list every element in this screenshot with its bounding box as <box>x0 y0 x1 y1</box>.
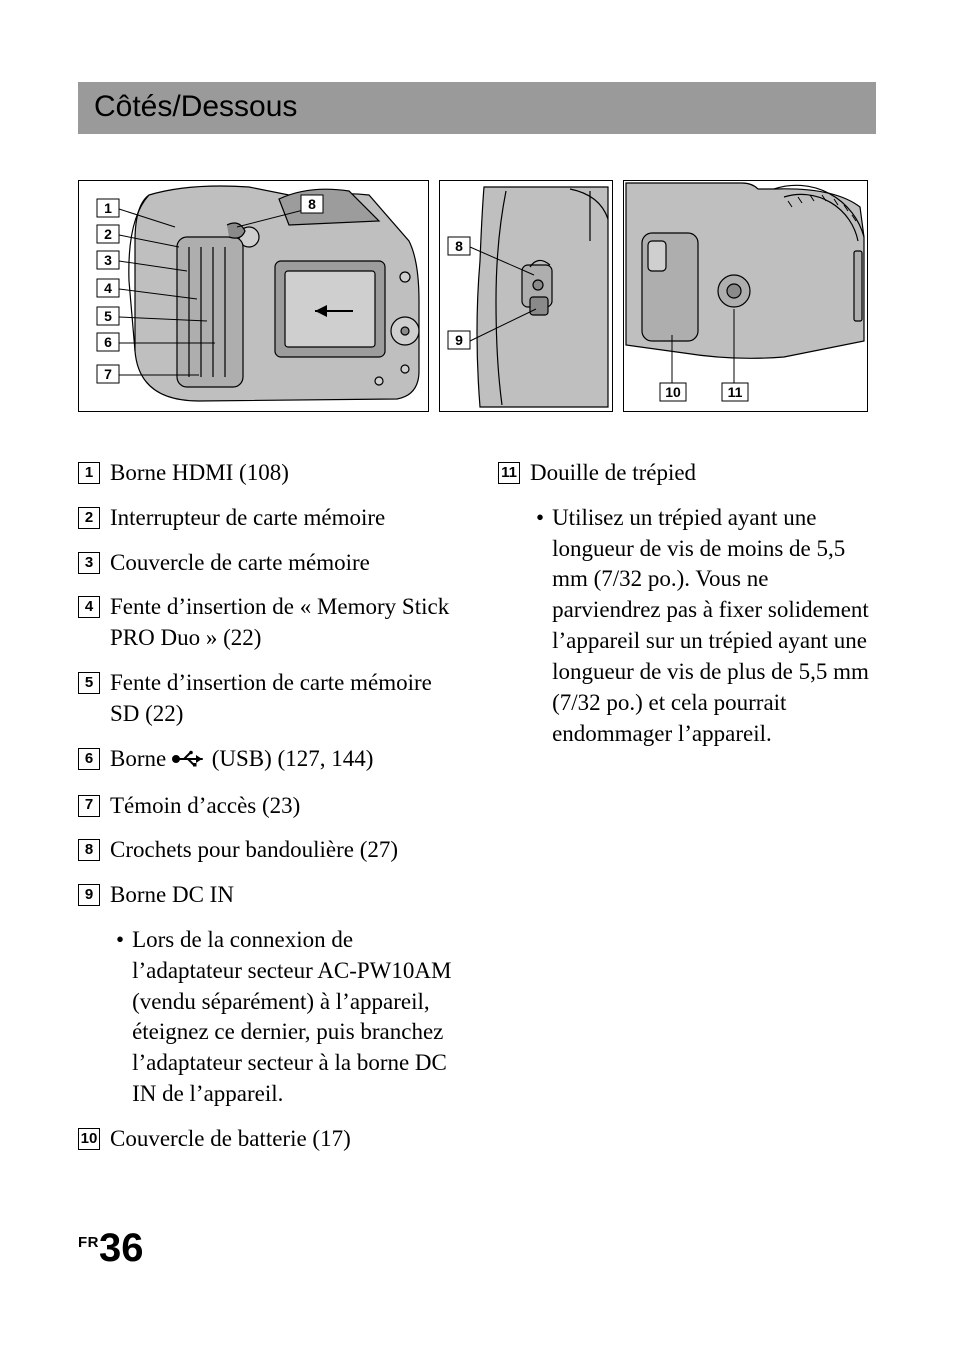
list-item: 8 Crochets pour bandoulière (27) <box>78 835 456 866</box>
item-number: 5 <box>78 672 100 694</box>
list-item: 9 Borne DC IN <box>78 880 456 911</box>
page-prefix: FR <box>78 1234 99 1251</box>
item-number: 7 <box>78 795 100 817</box>
sub-bullet: • Utilisez un trépied ayant une longueur… <box>536 503 876 750</box>
list-item: 7 Témoin d’accès (23) <box>78 791 456 822</box>
item-number: 9 <box>78 884 100 906</box>
callout-11: 11 <box>728 384 743 400</box>
item-text: Couvercle de batterie (17) <box>110 1124 456 1155</box>
item-number: 3 <box>78 552 100 574</box>
item-number: 1 <box>78 462 100 484</box>
item-number: 10 <box>78 1128 100 1150</box>
item-number: 2 <box>78 507 100 529</box>
item-text: Fente d’insertion de carte mémoire SD (2… <box>110 668 456 730</box>
right-column: 11 Douille de trépied • Utilisez un trép… <box>498 458 876 1169</box>
sub-text: Lors de la connexion de l’adaptateur sec… <box>132 925 456 1110</box>
list-item: 6 Borne <box>78 744 456 777</box>
item-text: Douille de trépied <box>530 458 876 489</box>
figure-row: 1 2 3 4 5 6 7 8 <box>78 180 876 412</box>
callout-9: 9 <box>455 332 463 348</box>
item-number: 8 <box>78 839 100 861</box>
item-number: 4 <box>78 596 100 618</box>
callout-7: 7 <box>104 366 112 382</box>
item-text: Témoin d’accès (23) <box>110 791 456 822</box>
item-text: Crochets pour bandoulière (27) <box>110 835 456 866</box>
list-item: 11 Douille de trépied <box>498 458 876 489</box>
text-columns: 1 Borne HDMI (108) 2 Interrupteur de car… <box>78 458 876 1169</box>
item-text-pre: Borne <box>110 746 172 771</box>
figure-bottom-view: 10 11 <box>623 180 868 412</box>
callout-5: 5 <box>104 308 112 324</box>
figure-side-svg: 1 2 3 4 5 6 7 8 <box>79 181 428 411</box>
bullet-icon: • <box>116 925 124 1110</box>
bullet-icon: • <box>536 503 544 750</box>
item-text: Fente d’insertion de « Memory Stick PRO … <box>110 592 456 654</box>
list-item: 3 Couvercle de carte mémoire <box>78 548 456 579</box>
figure-strap-closeup: 8 9 <box>439 180 613 412</box>
list-item: 1 Borne HDMI (108) <box>78 458 456 489</box>
page-num: 36 <box>99 1226 144 1270</box>
callout-6: 6 <box>104 334 112 350</box>
item-number: 11 <box>498 462 520 484</box>
item-text: Couvercle de carte mémoire <box>110 548 456 579</box>
callout-10: 10 <box>665 384 681 400</box>
callout-4: 4 <box>104 280 112 296</box>
list-item: 4 Fente d’insertion de « Memory Stick PR… <box>78 592 456 654</box>
figure-side-view: 1 2 3 4 5 6 7 8 <box>78 180 429 412</box>
item-text: Borne <box>110 744 456 777</box>
list-item: 5 Fente d’insertion de carte mémoire SD … <box>78 668 456 730</box>
callout-3: 3 <box>104 252 112 268</box>
sub-bullet: • Lors de la connexion de l’adaptateur s… <box>116 925 456 1110</box>
callout-1: 1 <box>104 200 112 216</box>
item-text: Interrupteur de carte mémoire <box>110 503 456 534</box>
item-text: Borne DC IN <box>110 880 456 911</box>
page-number: FR36 <box>78 1226 144 1271</box>
left-column: 1 Borne HDMI (108) 2 Interrupteur de car… <box>78 458 456 1169</box>
sub-text: Utilisez un trépied ayant une longueur d… <box>552 503 876 750</box>
figure-strap-svg: 8 9 <box>440 181 612 411</box>
manual-page: Côtés/Dessous <box>0 0 954 1345</box>
item-text-post: (USB) (127, 144) <box>212 746 374 771</box>
list-item: 10 Couvercle de batterie (17) <box>78 1124 456 1155</box>
callout-8: 8 <box>308 196 316 212</box>
item-text: Borne HDMI (108) <box>110 458 456 489</box>
figure-bottom-svg: 10 11 <box>624 181 867 411</box>
item-number: 6 <box>78 748 100 770</box>
callout-8b: 8 <box>455 238 463 254</box>
section-header: Côtés/Dessous <box>78 82 876 134</box>
callout-2: 2 <box>104 226 112 242</box>
usb-icon <box>172 746 206 777</box>
list-item: 2 Interrupteur de carte mémoire <box>78 503 456 534</box>
section-title: Côtés/Dessous <box>94 90 297 123</box>
